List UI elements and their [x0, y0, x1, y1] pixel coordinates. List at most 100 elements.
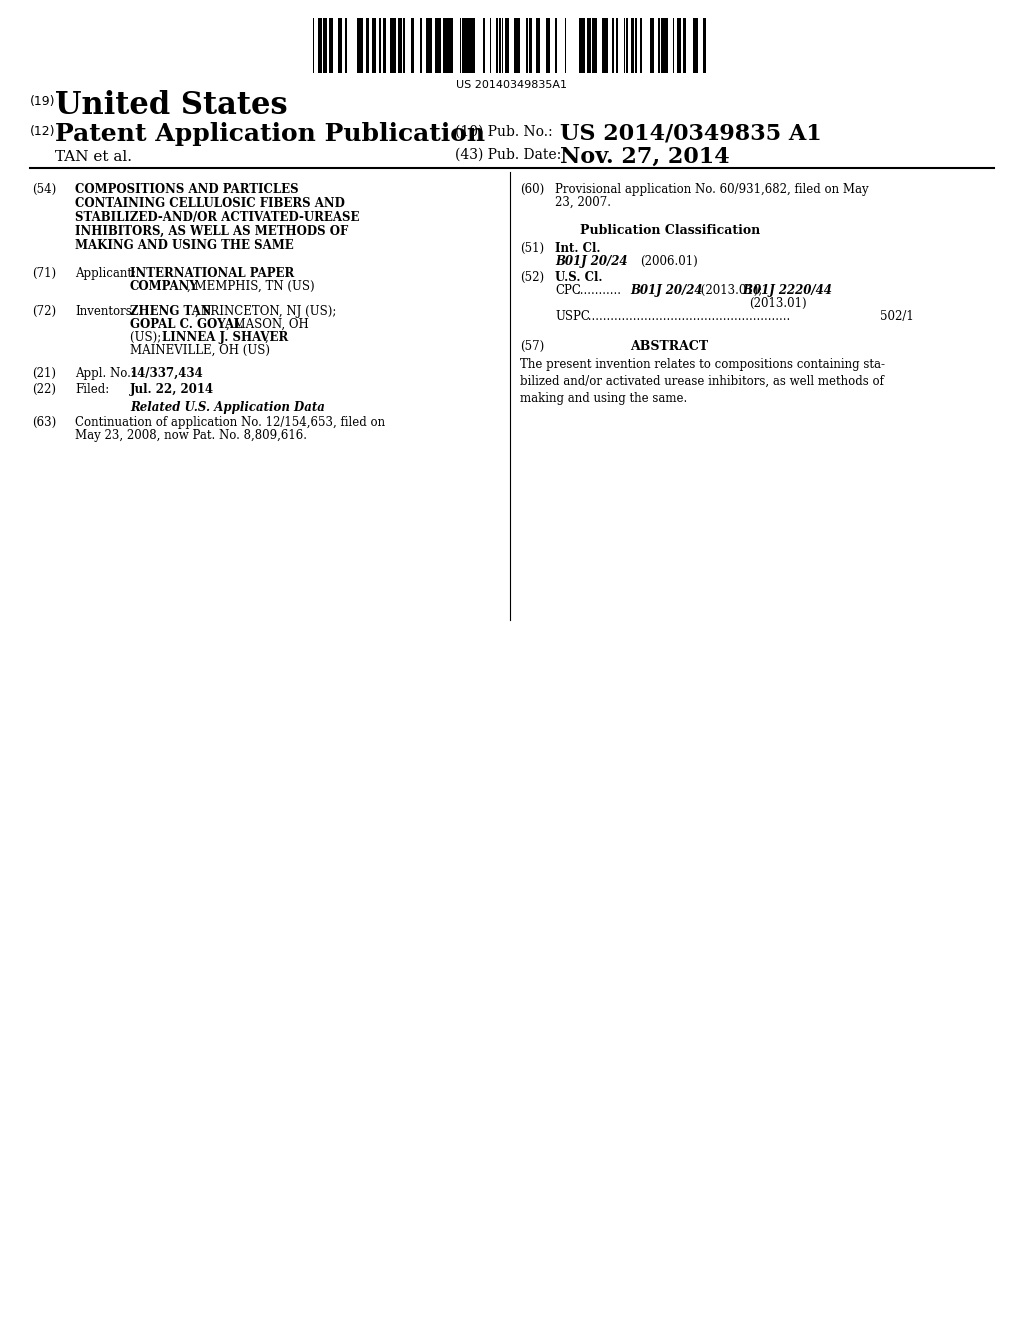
Bar: [411, 18, 414, 73]
Text: Filed:: Filed:: [75, 383, 110, 396]
Bar: [324, 18, 326, 73]
Text: ,: ,: [265, 331, 268, 345]
Text: (10) Pub. No.:: (10) Pub. No.:: [455, 125, 553, 139]
Bar: [579, 18, 582, 73]
Bar: [360, 18, 362, 73]
Text: United States: United States: [55, 90, 288, 121]
Text: ZHENG TAN: ZHENG TAN: [130, 305, 212, 318]
Text: (51): (51): [520, 242, 544, 255]
Bar: [496, 18, 498, 73]
Text: Nov. 27, 2014: Nov. 27, 2014: [560, 147, 730, 168]
Bar: [464, 18, 466, 73]
Text: COMPOSITIONS AND PARTICLES: COMPOSITIONS AND PARTICLES: [75, 183, 299, 195]
Bar: [640, 18, 642, 73]
Bar: [449, 18, 453, 73]
Text: INHIBITORS, AS WELL AS METHODS OF: INHIBITORS, AS WELL AS METHODS OF: [75, 224, 348, 238]
Bar: [530, 18, 532, 73]
Bar: [499, 18, 501, 73]
Text: ............: ............: [577, 284, 622, 297]
Text: LINNEA J. SHAVER: LINNEA J. SHAVER: [162, 331, 288, 345]
Bar: [516, 18, 520, 73]
Text: (19): (19): [30, 95, 55, 108]
Bar: [390, 18, 393, 73]
Bar: [683, 18, 686, 73]
Bar: [616, 18, 618, 73]
Text: B01J 20/24: B01J 20/24: [630, 284, 702, 297]
Text: The present invention relates to compositions containing sta-
bilized and/or act: The present invention relates to composi…: [520, 358, 885, 405]
Bar: [383, 18, 386, 73]
Bar: [588, 18, 591, 73]
Bar: [468, 18, 470, 73]
Text: May 23, 2008, now Pat. No. 8,809,616.: May 23, 2008, now Pat. No. 8,809,616.: [75, 429, 307, 442]
Bar: [318, 18, 321, 73]
Text: MAINEVILLE, OH (US): MAINEVILLE, OH (US): [130, 345, 270, 356]
Bar: [483, 18, 485, 73]
Text: INTERNATIONAL PAPER: INTERNATIONAL PAPER: [130, 267, 294, 280]
Bar: [526, 18, 528, 73]
Bar: [604, 18, 607, 73]
Bar: [583, 18, 585, 73]
Text: Inventors:: Inventors:: [75, 305, 136, 318]
Bar: [462, 18, 464, 73]
Text: (2013.01);: (2013.01);: [697, 284, 763, 297]
Bar: [435, 18, 439, 73]
Bar: [428, 18, 432, 73]
Bar: [555, 18, 557, 73]
Text: Publication Classification: Publication Classification: [580, 224, 760, 238]
Bar: [602, 18, 604, 73]
Text: (2013.01): (2013.01): [749, 297, 807, 310]
Text: U.S. Cl.: U.S. Cl.: [555, 271, 602, 284]
Text: (52): (52): [520, 271, 544, 284]
Text: (63): (63): [32, 416, 56, 429]
Text: STABILIZED-AND/OR ACTIVATED-UREASE: STABILIZED-AND/OR ACTIVATED-UREASE: [75, 211, 359, 224]
Text: CONTAINING CELLULOSIC FIBERS AND: CONTAINING CELLULOSIC FIBERS AND: [75, 197, 345, 210]
Text: US 20140349835A1: US 20140349835A1: [457, 81, 567, 90]
Text: , PRINCETON, NJ (US);: , PRINCETON, NJ (US);: [195, 305, 336, 318]
Text: , MASON, OH: , MASON, OH: [226, 318, 309, 331]
Text: , MEMPHIS, TN (US): , MEMPHIS, TN (US): [187, 280, 314, 293]
Bar: [366, 18, 369, 73]
Bar: [677, 18, 681, 73]
Bar: [329, 18, 331, 73]
Text: (57): (57): [520, 341, 544, 352]
Text: GOPAL C. GOYAL: GOPAL C. GOYAL: [130, 318, 243, 331]
Text: COMPANY: COMPANY: [130, 280, 199, 293]
Text: MAKING AND USING THE SAME: MAKING AND USING THE SAME: [75, 239, 294, 252]
Text: 14/337,434: 14/337,434: [130, 367, 204, 380]
Bar: [331, 18, 333, 73]
Text: Appl. No.:: Appl. No.:: [75, 367, 135, 380]
Bar: [665, 18, 668, 73]
Bar: [662, 18, 665, 73]
Text: ABSTRACT: ABSTRACT: [630, 341, 709, 352]
Text: B01J 2220/44: B01J 2220/44: [739, 284, 831, 297]
Bar: [505, 18, 507, 73]
Text: 23, 2007.: 23, 2007.: [555, 195, 611, 209]
Bar: [444, 18, 449, 73]
Bar: [507, 18, 509, 73]
Bar: [536, 18, 540, 73]
Bar: [372, 18, 375, 73]
Bar: [466, 18, 468, 73]
Bar: [470, 18, 474, 73]
Text: Jul. 22, 2014: Jul. 22, 2014: [130, 383, 214, 396]
Text: (21): (21): [32, 367, 56, 380]
Text: (22): (22): [32, 383, 56, 396]
Text: Int. Cl.: Int. Cl.: [555, 242, 600, 255]
Text: Patent Application Publication: Patent Application Publication: [55, 121, 485, 147]
Text: (US);: (US);: [130, 331, 165, 345]
Bar: [345, 18, 347, 73]
Text: Applicant:: Applicant:: [75, 267, 136, 280]
Bar: [592, 18, 595, 73]
Bar: [650, 18, 654, 73]
Text: (54): (54): [32, 183, 56, 195]
Bar: [339, 18, 341, 73]
Text: B01J 20/24: B01J 20/24: [555, 255, 628, 268]
Text: 502/1: 502/1: [880, 310, 913, 323]
Text: Provisional application No. 60/931,682, filed on May: Provisional application No. 60/931,682, …: [555, 183, 868, 195]
Text: Related U.S. Application Data: Related U.S. Application Data: [130, 401, 325, 414]
Text: (43) Pub. Date:: (43) Pub. Date:: [455, 148, 561, 162]
Bar: [595, 18, 597, 73]
Text: (71): (71): [32, 267, 56, 280]
Bar: [398, 18, 402, 73]
Bar: [635, 18, 637, 73]
